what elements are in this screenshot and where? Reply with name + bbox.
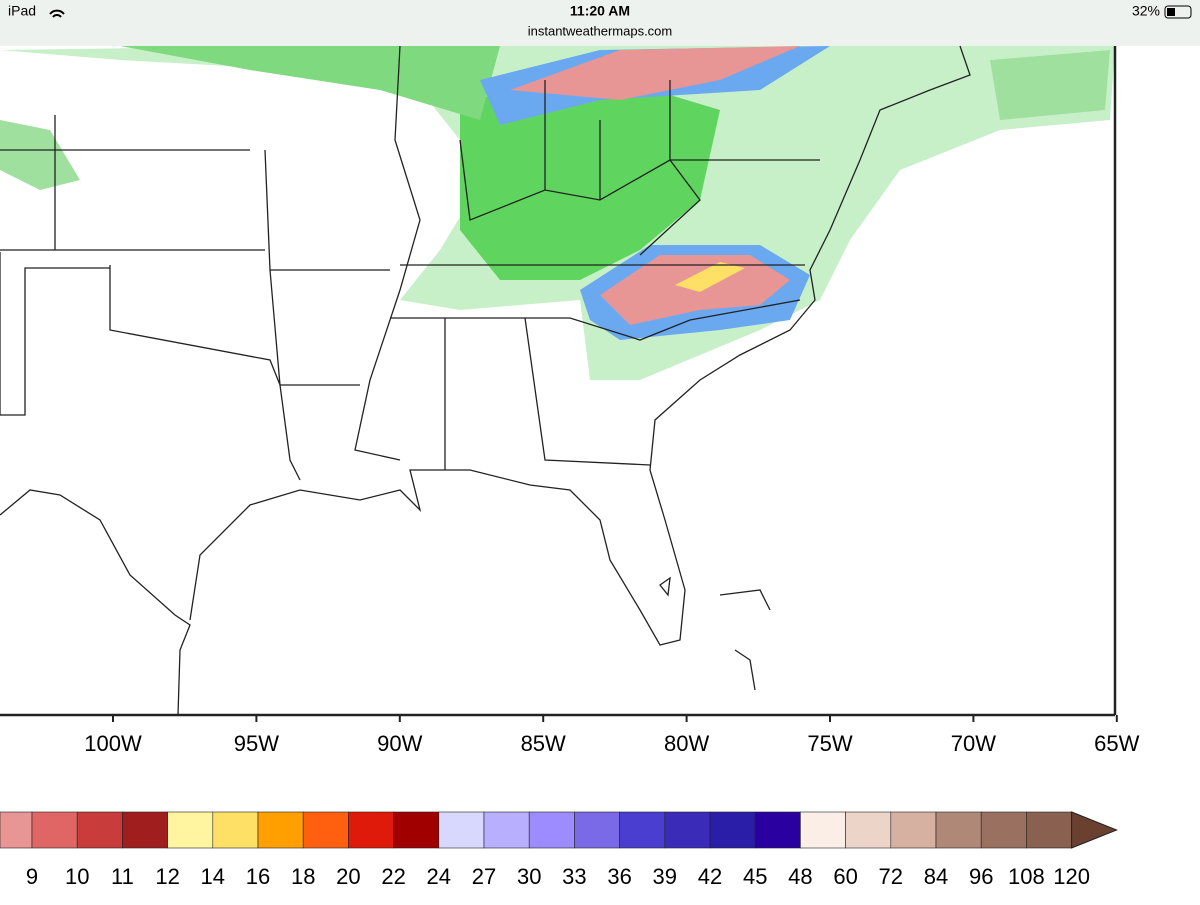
- colorbar-label: 96: [969, 864, 993, 889]
- colorbar-segment: [483, 811, 530, 849]
- colorbar-segment: [76, 811, 123, 849]
- lon-label: 95W: [234, 731, 279, 756]
- colorbar-segment: [31, 811, 78, 849]
- colorbar-label: 39: [653, 864, 677, 889]
- colorbar-label: 9: [26, 864, 38, 889]
- moderate-precip: [120, 46, 500, 120]
- colorbar-label: 60: [833, 864, 857, 889]
- lon-label: 90W: [377, 731, 422, 756]
- colorbar-label: 120: [1053, 864, 1090, 889]
- colorbar-segment: [167, 811, 214, 849]
- colorbar-label: 11: [111, 864, 134, 889]
- colorbar-label: 10: [65, 864, 89, 889]
- colorbar-segment: [935, 811, 982, 849]
- clock: 11:20 AM: [570, 3, 630, 19]
- moderate-precip: [460, 80, 720, 280]
- colorbar-label: 84: [924, 864, 948, 889]
- colorbar-segment: [1026, 811, 1072, 849]
- colorbar-segment: [754, 811, 801, 849]
- colorbar-segment: [574, 811, 620, 849]
- colorbar-segment: [845, 811, 892, 849]
- colorbar: 9 10 11 12 14 16 18 20 22 24 27 30 33 36 39 42 45 48 60 72 8…: [0, 811, 1118, 889]
- colorbar-segment: [980, 811, 1027, 849]
- colorbar-label: 36: [607, 864, 631, 889]
- colorbar-segment: [212, 811, 259, 849]
- colorbar-segment: [257, 811, 304, 849]
- colorbar-segment: [302, 811, 349, 849]
- lon-label: 70W: [951, 731, 996, 756]
- colorbar-segment: [619, 811, 666, 849]
- lon-labels: 100W 95W 90W 85W 80W 75W 70W 65W: [84, 715, 1140, 756]
- lon-label: 75W: [807, 731, 852, 756]
- status-bar: [0, 0, 1200, 46]
- colorbar-label: 20: [336, 864, 360, 889]
- battery-level: 32%: [1132, 3, 1160, 19]
- colorbar-label: 14: [201, 864, 225, 889]
- map-lines: [0, 45, 1117, 717]
- url[interactable]: instantweathermaps.com: [528, 23, 673, 38]
- heavy-precip: [510, 46, 800, 100]
- colorbar-segment: [0, 811, 33, 849]
- colorbar-label: 45: [743, 864, 767, 889]
- colorbar-segment: [800, 811, 846, 849]
- battery-fill: [1167, 8, 1175, 16]
- colorbar-label: 48: [788, 864, 812, 889]
- colorbar-label: 108: [1008, 864, 1045, 889]
- colorbar-label: 72: [879, 864, 903, 889]
- lon-label: 65W: [1094, 731, 1139, 756]
- peak-precip: [675, 262, 745, 292]
- lon-label: 85W: [521, 731, 566, 756]
- colorbar-segment: [664, 811, 711, 849]
- colorbar-label: 22: [381, 864, 405, 889]
- colorbar-label: 18: [291, 864, 315, 889]
- lon-label: 100W: [84, 731, 142, 756]
- colorbar-label: 42: [698, 864, 722, 889]
- wifi-icon: [49, 9, 65, 18]
- battery-icon: [1164, 5, 1192, 19]
- colorbar-label: 12: [155, 864, 179, 889]
- colorbar-segment: [122, 811, 168, 849]
- colorbar-segment: [393, 811, 440, 849]
- colorbar-segment: [709, 811, 756, 849]
- colorbar-segment: [348, 811, 394, 849]
- colorbar-label: 30: [517, 864, 541, 889]
- device-name: iPad: [8, 3, 36, 19]
- colorbar-segment: [890, 811, 937, 849]
- colorbar-label: 16: [246, 864, 270, 889]
- colorbar-label: 27: [472, 864, 496, 889]
- colorbar-segment: [528, 811, 575, 849]
- colorbar-segment: [438, 811, 485, 849]
- precipitation: [0, 46, 1115, 380]
- lon-label: 80W: [664, 731, 709, 756]
- colorbar-label: 24: [427, 864, 451, 889]
- colorbar-label: 33: [562, 864, 586, 889]
- colorbar-arrow: [1071, 811, 1118, 849]
- light-precip: [0, 50, 1110, 190]
